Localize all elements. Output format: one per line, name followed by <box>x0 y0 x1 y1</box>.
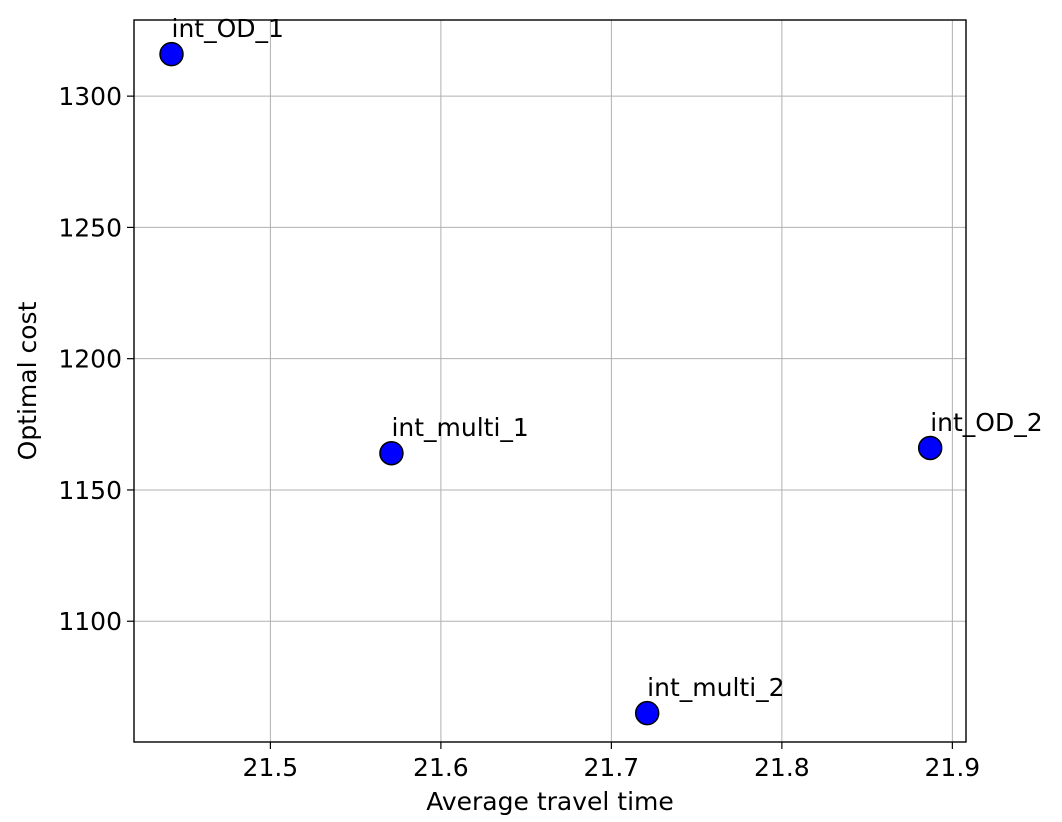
y-tick-label: 1100 <box>58 607 122 636</box>
data-point-marker <box>379 440 404 466</box>
data-point-label: int_multi_1 <box>391 413 528 442</box>
x-tick-label: 21.5 <box>243 753 299 782</box>
y-tick-label: 1150 <box>58 476 122 505</box>
grid-lines <box>134 20 966 742</box>
data-point-marker <box>634 700 660 726</box>
x-tick-label: 21.8 <box>754 753 810 782</box>
x-tick-label: 21.6 <box>413 753 469 782</box>
data-point-label: int_OD_1 <box>172 14 284 43</box>
data-point-marker <box>917 435 943 461</box>
data-points: int_OD_1 int_multi_1 int_multi_2 int_OD_2 <box>159 14 1043 726</box>
y-tick-label: 1250 <box>58 213 122 242</box>
data-point-label: int_OD_2 <box>930 408 1042 437</box>
y-axis-label: Optimal cost <box>13 301 42 460</box>
axis-ticks: 21.5 21.6 21.7 21.8 21.9 1100 1150 1200 1250 1300 <box>58 82 980 782</box>
x-axis-label: Average travel time <box>426 787 674 816</box>
plot-area-frame <box>133 19 967 743</box>
data-point-label: int_multi_2 <box>647 673 784 702</box>
y-tick-label: 1200 <box>58 345 122 374</box>
x-tick-label: 21.7 <box>584 753 640 782</box>
x-tick-label: 21.9 <box>925 753 981 782</box>
y-tick-label: 1300 <box>58 82 122 111</box>
data-point-marker <box>159 41 184 67</box>
